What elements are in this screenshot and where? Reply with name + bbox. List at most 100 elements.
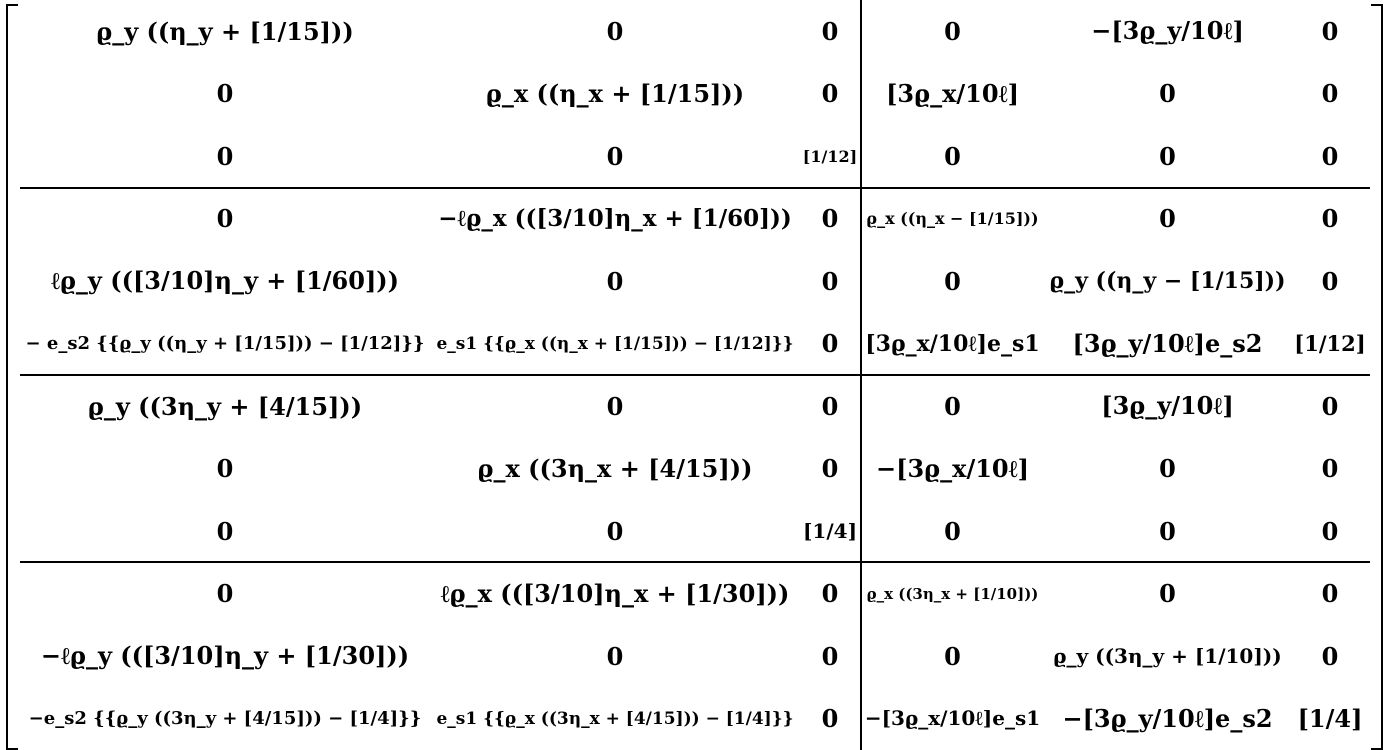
matrix-cell: ϱ_x ((3η_x + [4/15])) (430, 438, 800, 501)
matrix-cell: 0 (1290, 500, 1370, 563)
matrix-cell: ϱ_y ((η_y + [1/15])) (20, 0, 430, 63)
matrix-entry: 0 (1159, 454, 1176, 484)
matrix-cell: 0 (800, 313, 860, 376)
matrix-cell: ℓϱ_x (([3/10]η_x + [1/30])) (430, 563, 800, 626)
matrix-entry: ϱ_x ((η_x − [1/15])) (866, 209, 1039, 229)
matrix-entry: 0 (1321, 579, 1339, 609)
matrix-entry: 0 (216, 141, 234, 171)
matrix-entry: 0 (944, 266, 961, 296)
matrix-entry: ϱ_y ((3η_y + [4/15])) (87, 391, 363, 421)
matrix-cell: − e_s2 {{ϱ_y ((η_y + [1/15])) − [1/12]}} (20, 313, 430, 376)
matrix-cell: 0 (430, 0, 800, 63)
matrix-entry: 0 (1321, 204, 1339, 234)
matrix-entry: 0 (1321, 516, 1339, 546)
row-divider (20, 187, 1370, 189)
matrix-cell: 0 (800, 625, 860, 688)
row-divider (20, 374, 1370, 376)
matrix-entry: −[3ϱ_x/10ℓ]e_s1 (864, 706, 1041, 731)
matrix-cell: 0 (800, 63, 860, 126)
matrix-entry: 0 (821, 454, 839, 484)
matrix-cell: 0 (860, 0, 1045, 63)
column-divider (860, 0, 862, 750)
matrix-entry: 0 (216, 516, 234, 546)
matrix-entry: 0 (1159, 79, 1176, 109)
matrix-cell: 0 (1290, 375, 1370, 438)
matrix-entry: 0 (216, 579, 234, 609)
matrix-cell: 0 (20, 500, 430, 563)
matrix-cell: 0 (430, 125, 800, 188)
matrix-cell: 0 (1290, 625, 1370, 688)
matrix-cell: [3ϱ_x/10ℓ] (860, 63, 1045, 126)
matrix-entry: 0 (1321, 454, 1339, 484)
matrix-cell: 0 (1290, 563, 1370, 626)
matrix-entry: 0 (1159, 579, 1176, 609)
matrix-entry: 0 (1159, 204, 1176, 234)
matrix-cell: ϱ_y ((η_y − [1/15])) (1045, 250, 1290, 313)
matrix-cell: 0 (860, 375, 1045, 438)
matrix-cell: −e_s2 {{ϱ_y ((3η_y + [4/15])) − [1/4]}} (20, 688, 430, 750)
matrix-entry: 0 (606, 516, 624, 546)
matrix-cell: [1/4] (1290, 688, 1370, 750)
matrix-entry: 0 (821, 391, 839, 421)
matrix-entry: 0 (821, 266, 839, 296)
matrix-entry: 0 (606, 391, 624, 421)
matrix-entry: ℓϱ_y (([3/10]η_y + [1/60])) (50, 266, 400, 296)
matrix-entry: 0 (944, 141, 961, 171)
matrix-entry: −ℓϱ_y (([3/10]η_y + [1/30])) (40, 641, 410, 671)
matrix-cell: 0 (1290, 0, 1370, 63)
matrix-cell: 0 (20, 563, 430, 626)
matrix-cell: ϱ_x ((η_x + [1/15])) (430, 63, 800, 126)
matrix-cell: 0 (860, 625, 1045, 688)
matrix-entry: 0 (944, 16, 961, 46)
matrix-cell: 0 (1290, 188, 1370, 251)
matrix-entry: 0 (1321, 141, 1339, 171)
matrix-entry: ϱ_x ((3η_x + [4/15])) (477, 454, 753, 484)
matrix-entry: ϱ_x ((η_x + [1/15])) (485, 79, 745, 109)
matrix-entry: 0 (216, 79, 234, 109)
matrix-cell: 0 (1290, 250, 1370, 313)
matrix-cell: −ℓϱ_y (([3/10]η_y + [1/30])) (20, 625, 430, 688)
matrix-cell: ϱ_y ((3η_y + [4/15])) (20, 375, 430, 438)
matrix-entry: e_s1 {{ϱ_x ((η_x + [1/15])) − [1/12]}} (436, 333, 794, 354)
matrix-cell: [1/12] (1290, 313, 1370, 376)
matrix-entry: 0 (1321, 16, 1339, 46)
matrix-entry: 0 (821, 79, 839, 109)
matrix-entry: 0 (821, 16, 839, 46)
matrix-cell: −[3ϱ_y/10ℓ]e_s2 (1045, 688, 1290, 750)
matrix-entry: [3ϱ_y/10ℓ]e_s2 (1072, 328, 1263, 358)
matrix-cell: 0 (1290, 438, 1370, 501)
matrix-entry: 0 (216, 204, 234, 234)
left-bracket (6, 4, 18, 750)
matrix-cell: 0 (1045, 500, 1290, 563)
matrix-cell: ϱ_x ((3η_x + [1/10])) (860, 563, 1045, 626)
matrix-cell: e_s1 {{ϱ_x ((3η_x + [4/15])) − [1/4]}} (430, 688, 800, 750)
matrix-cell: 0 (1045, 125, 1290, 188)
matrix-entry: 0 (821, 579, 839, 609)
matrix-entry: −e_s2 {{ϱ_y ((3η_y + [4/15])) − [1/4]}} (28, 708, 422, 730)
matrix-cell: 0 (800, 250, 860, 313)
matrix-entry: −[3ϱ_x/10ℓ] (876, 453, 1029, 483)
matrix-cell: 0 (430, 250, 800, 313)
matrix-cell: 0 (1045, 563, 1290, 626)
matrix: ϱ_y ((η_y + [1/15])) 0 0 0 −[3ϱ_y/10ℓ] 0 0 ϱ_x … (20, 0, 1370, 750)
matrix-cell: ϱ_x ((η_x − [1/15])) (860, 188, 1045, 251)
matrix-entry: 0 (606, 266, 624, 296)
matrix-cell: 0 (430, 500, 800, 563)
matrix-cell: 0 (800, 188, 860, 251)
matrix-entry: 0 (821, 204, 839, 234)
matrix-entry: −[3ϱ_y/10ℓ] (1091, 16, 1244, 46)
matrix-entry: ℓϱ_x (([3/10]η_x + [1/30])) (440, 578, 790, 608)
matrix-cell: [1/4] (800, 500, 860, 563)
matrix-entry: 0 (606, 641, 624, 671)
matrix-cell: 0 (1290, 63, 1370, 126)
matrix-entry: [1/4] (1297, 704, 1363, 734)
matrix-cell: 0 (1045, 63, 1290, 126)
matrix-entry: 0 (1321, 266, 1339, 296)
matrix-entry: −ℓϱ_x (([3/10]η_x + [1/60])) (438, 205, 792, 233)
matrix-entry: 0 (1159, 516, 1176, 546)
matrix-cell: 0 (800, 0, 860, 63)
matrix-cell: 0 (1045, 188, 1290, 251)
matrix-cell: 0 (800, 375, 860, 438)
matrix-cell: 0 (20, 188, 430, 251)
matrix-entry: [3ϱ_x/10ℓ]e_s1 (865, 330, 1040, 357)
